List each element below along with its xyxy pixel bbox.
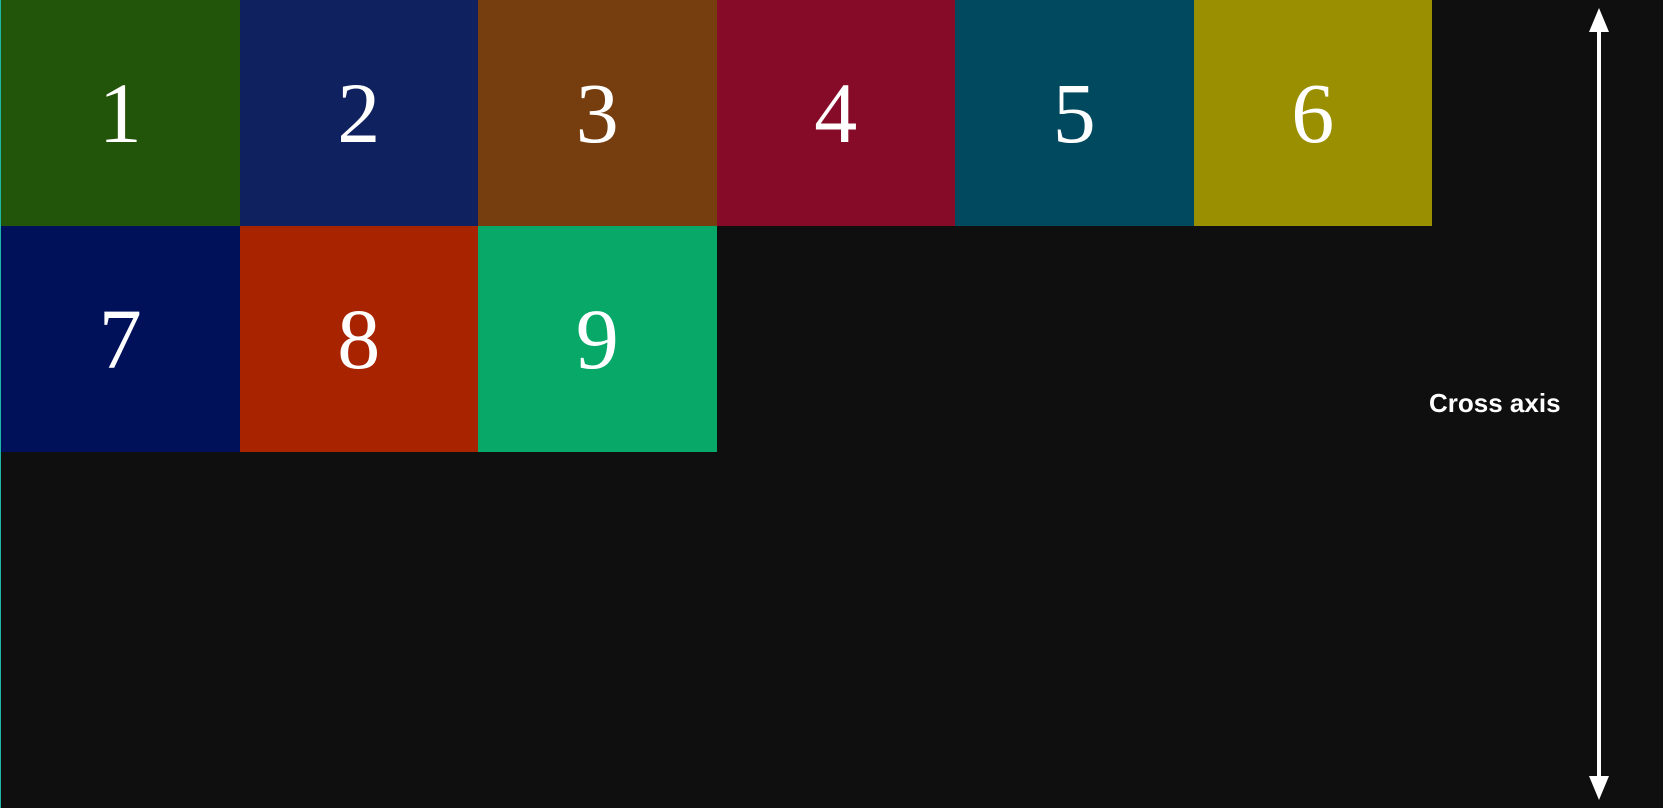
flex-item-8: 8: [239, 226, 478, 452]
item-number: 3: [575, 65, 619, 161]
flex-item-3: 3: [478, 0, 717, 226]
item-number: 8: [337, 291, 381, 387]
item-number: 7: [98, 291, 142, 387]
flex-item-5: 5: [955, 0, 1194, 226]
flex-container: 1 2 3 4 5 6 7 8 9: [1, 0, 1433, 452]
cross-axis-label: Cross axis: [1429, 388, 1561, 418]
item-number: 2: [337, 65, 381, 161]
flex-item-4: 4: [716, 0, 955, 226]
arrow-up-icon: [1589, 8, 1609, 32]
flex-item-1: 1: [1, 0, 240, 226]
cross-axis-arrow: [1589, 8, 1609, 800]
flex-item-9: 9: [478, 226, 717, 452]
item-number: 4: [814, 65, 858, 161]
item-number: 6: [1291, 65, 1335, 161]
item-number: 1: [98, 65, 142, 161]
flex-item-2: 2: [239, 0, 478, 226]
item-number: 9: [575, 291, 619, 387]
flex-item-6: 6: [1193, 0, 1432, 226]
flex-item-7: 7: [1, 226, 240, 452]
item-number: 5: [1052, 65, 1096, 161]
arrow-down-icon: [1589, 776, 1609, 800]
